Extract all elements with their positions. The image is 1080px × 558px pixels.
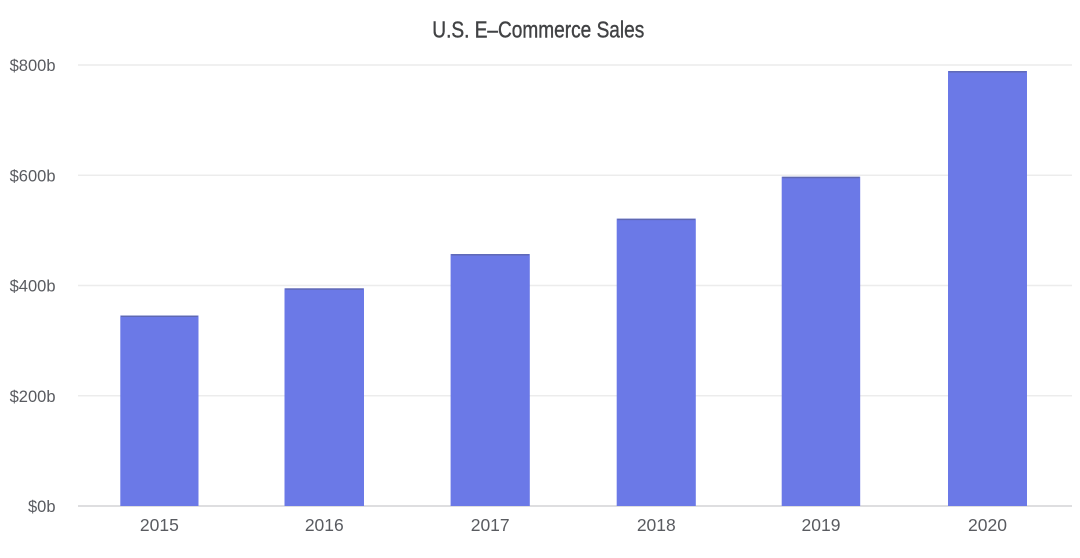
svg-text:2020: 2020 (968, 515, 1007, 535)
svg-text:2018: 2018 (637, 515, 676, 535)
svg-text:$0b: $0b (28, 498, 56, 516)
svg-text:2016: 2016 (305, 515, 344, 535)
svg-text:$200b: $200b (10, 388, 56, 406)
svg-text:2019: 2019 (802, 515, 841, 535)
svg-text:$400b: $400b (10, 278, 56, 296)
svg-text:U.S. E–Commerce Sales: U.S. E–Commerce Sales (432, 17, 644, 43)
svg-text:$600b: $600b (10, 167, 56, 185)
svg-text:$800b: $800b (10, 57, 56, 75)
svg-text:2017: 2017 (471, 515, 510, 535)
svg-text:2015: 2015 (140, 515, 179, 535)
